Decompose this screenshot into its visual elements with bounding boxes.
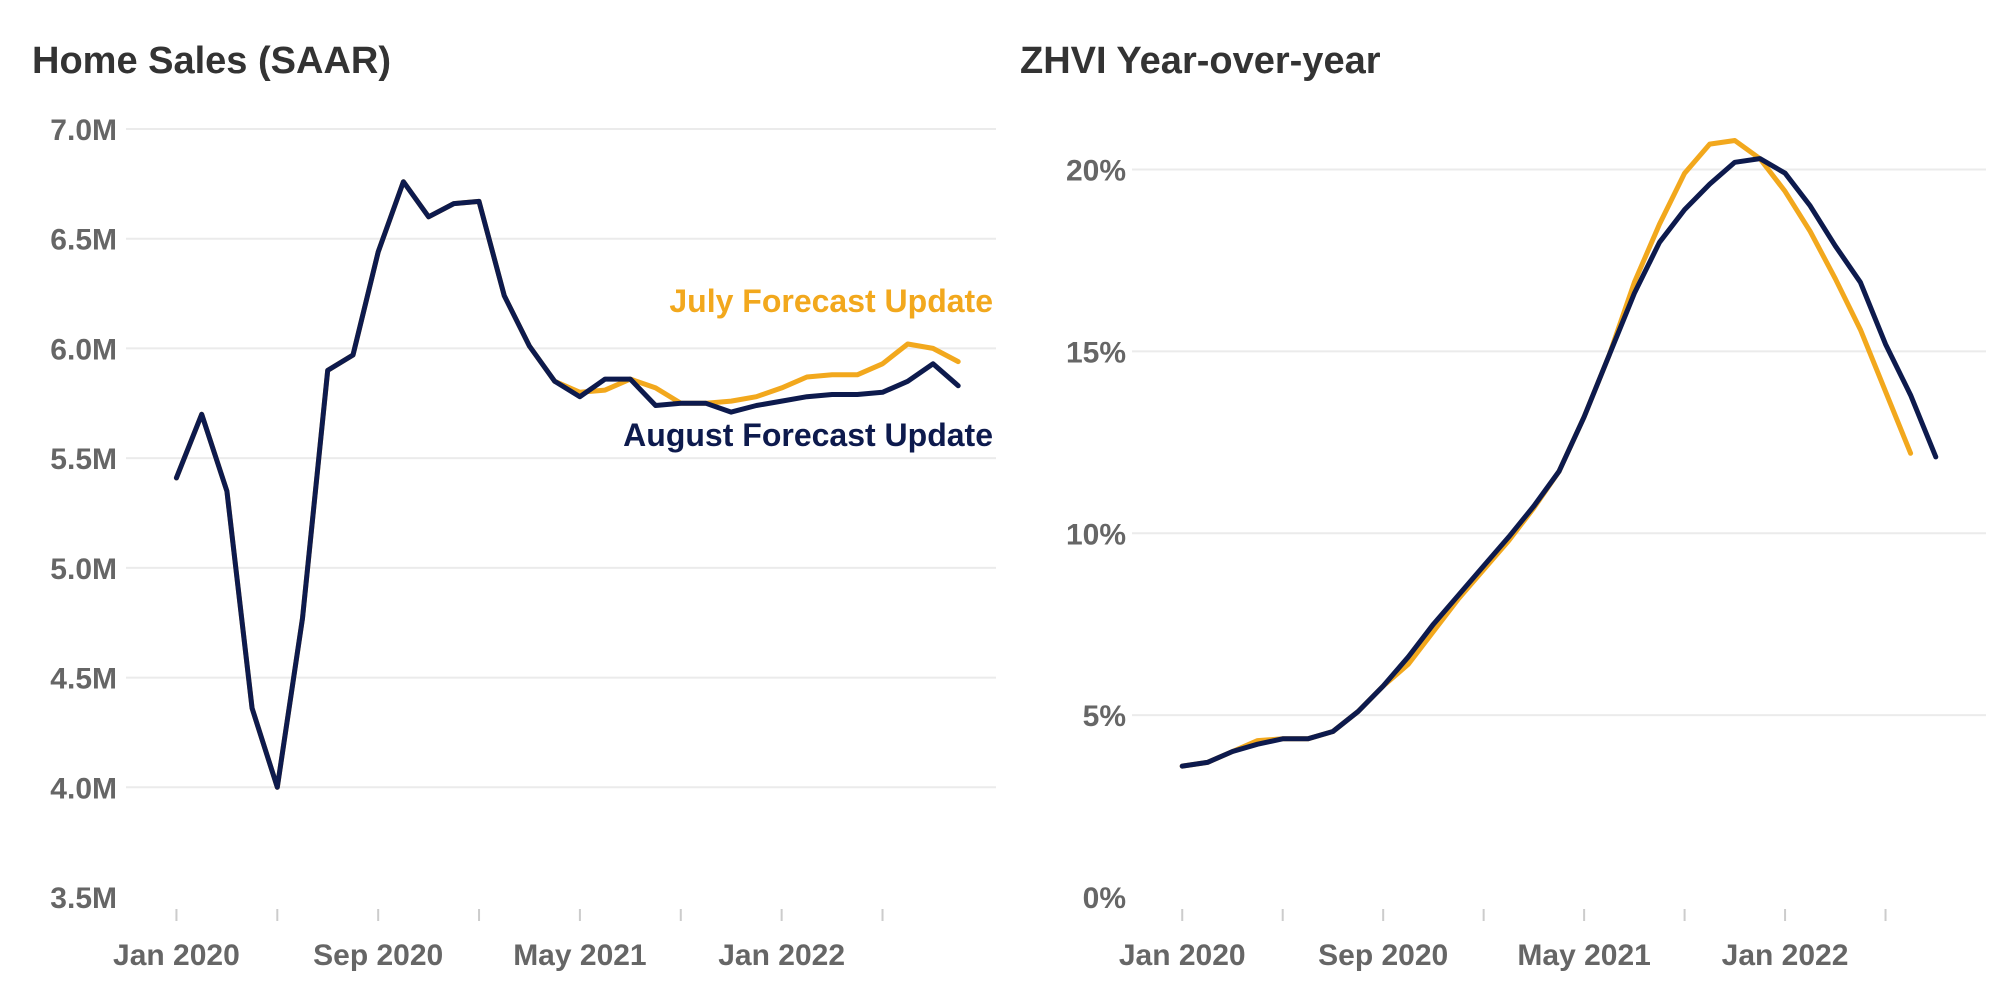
july-forecast-label: July Forecast Update <box>669 283 993 319</box>
x-tick-label: Jan 2022 <box>1722 939 1849 972</box>
home-sales-chart-panel: Home Sales (SAAR) 3.5M 4.0M 4.5M 5.0M 5.5M 6.… <box>32 40 996 972</box>
x-tick-label: Jan 2020 <box>113 939 240 972</box>
y-tick-label: 6.0M <box>50 333 117 366</box>
zhvi-chart-panel: ZHVI Year-over-year 0% 5% 10% 15% 20% Jan 202… <box>1000 0 2000 1000</box>
zhvi-chart: 0% 5% 10% 15% 20% Jan 2020 Sep 2020 May 2021 Jan… <box>1066 138 1986 972</box>
y-tick-label: 0% <box>1083 882 1126 915</box>
y-tick-label: 7.0M <box>50 114 117 147</box>
august-forecast-update-line <box>1179 156 1939 769</box>
x-tick-label: Sep 2020 <box>1318 939 1448 972</box>
july-forecast-update-line <box>1179 138 1914 769</box>
y-tick-label: 15% <box>1066 336 1126 369</box>
y-tick-label: 4.5M <box>50 663 117 696</box>
chart-title: Home Sales (SAAR) <box>32 40 391 82</box>
x-tick-label: Jan 2022 <box>718 939 845 972</box>
y-tick-label: 5% <box>1083 700 1126 733</box>
august-forecast-label: August Forecast Update <box>623 417 993 453</box>
x-tick-label: Sep 2020 <box>313 939 443 972</box>
x-tick-label: Jan 2020 <box>1119 939 1246 972</box>
home-sales-chart: 3.5M 4.0M 4.5M 5.0M 5.5M 6.0M 6.5M 7.0M Jan 2020… <box>50 114 996 972</box>
y-tick-label: 20% <box>1066 155 1126 188</box>
x-tick-label: May 2021 <box>513 939 646 972</box>
y-tick-label: 10% <box>1066 518 1126 551</box>
chart-title: ZHVI Year-over-year <box>1020 40 1381 82</box>
august-forecast-update-line <box>173 179 961 790</box>
y-tick-label: 6.5M <box>50 224 117 257</box>
y-tick-label: 5.0M <box>50 553 117 586</box>
july-forecast-update-line <box>173 179 961 790</box>
y-tick-label: 5.5M <box>50 443 117 476</box>
y-tick-label: 4.0M <box>50 772 117 805</box>
y-tick-label: 3.5M <box>50 882 117 915</box>
x-tick-label: May 2021 <box>1517 939 1650 972</box>
